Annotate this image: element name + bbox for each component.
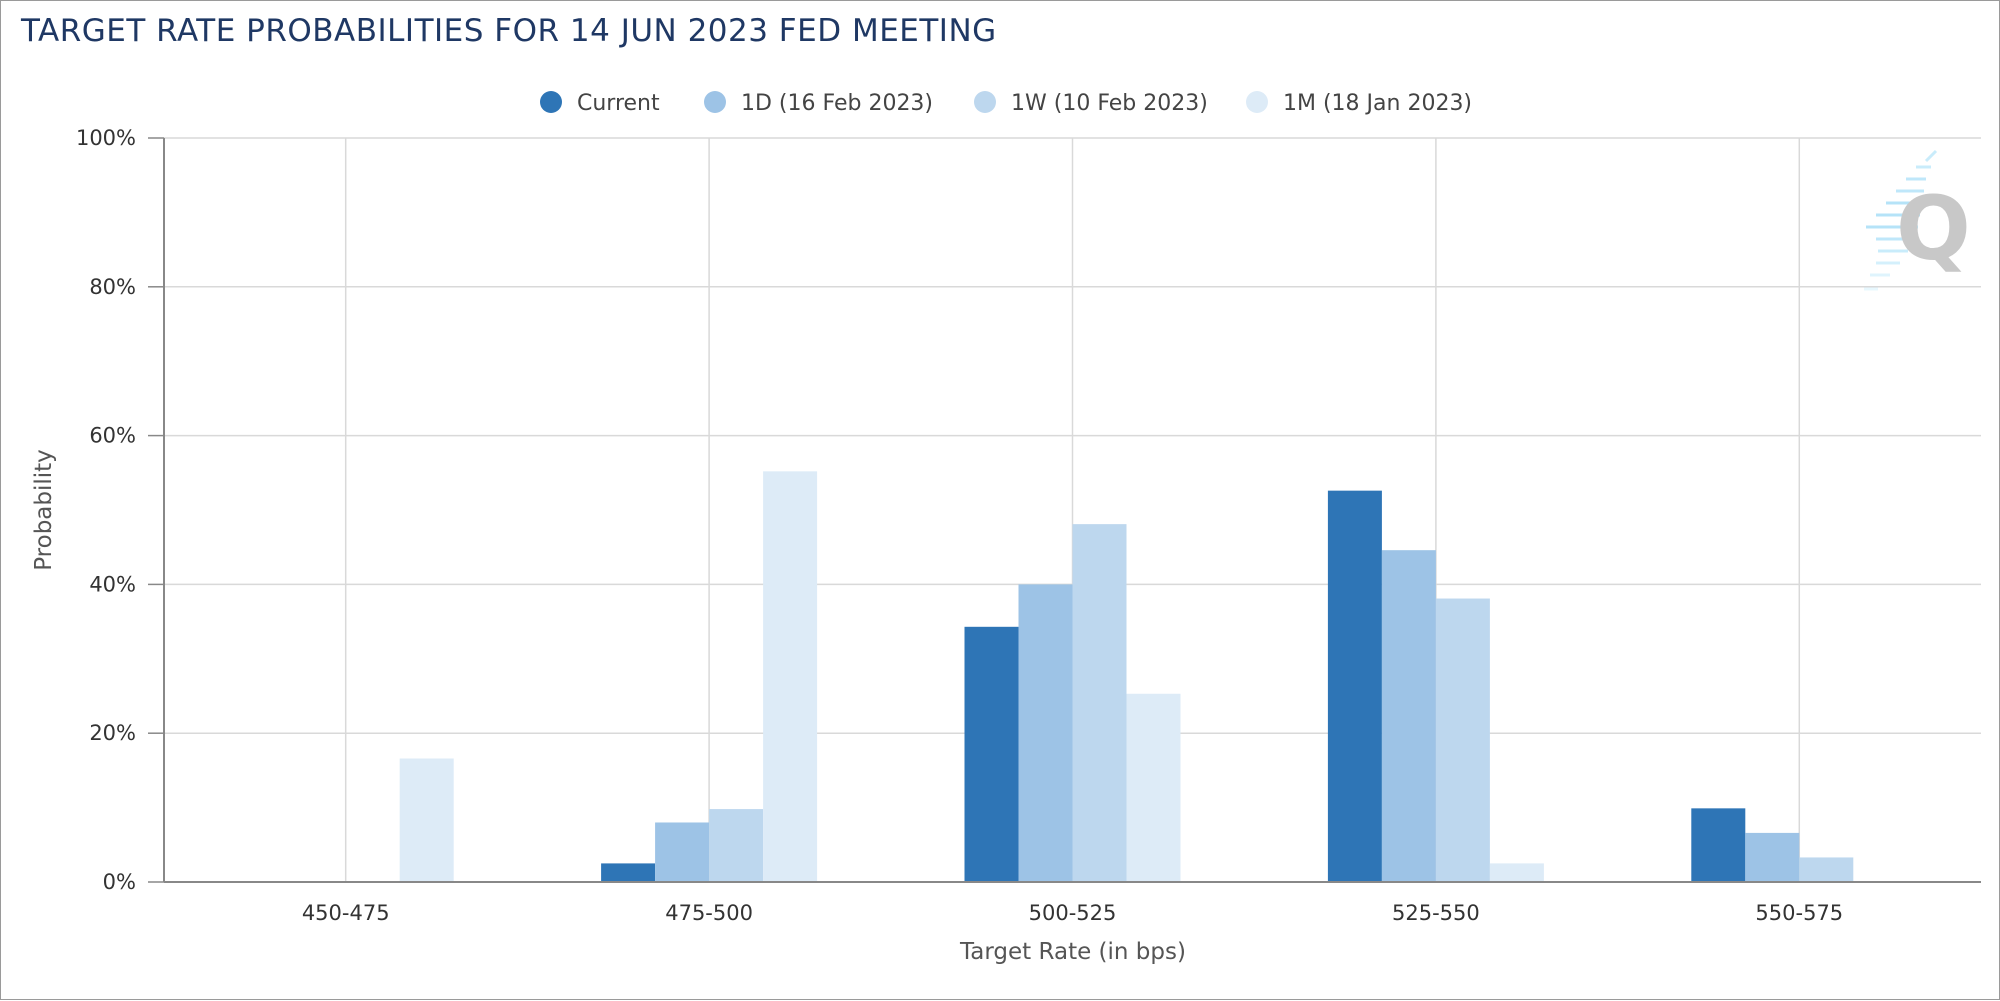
bar-525-550-series-2[interactable] bbox=[1381, 550, 1436, 882]
axes bbox=[163, 138, 1981, 883]
y-tick-label: 40% bbox=[89, 572, 136, 596]
bar-450-475-series-4[interactable] bbox=[399, 758, 454, 882]
bar-475-500-series-1[interactable] bbox=[601, 863, 656, 882]
legend-item[interactable]: 1M (18 Jan 2023) bbox=[1246, 91, 1472, 116]
bar-550-575-series-1[interactable] bbox=[1691, 808, 1746, 882]
bar-525-550-series-4[interactable] bbox=[1489, 863, 1544, 882]
x-tick-label: 450-475 bbox=[302, 901, 390, 925]
legend-marker bbox=[1246, 91, 1268, 113]
bar-500-525-series-4[interactable] bbox=[1126, 693, 1181, 882]
bar-500-525-series-3[interactable] bbox=[1072, 524, 1127, 882]
bar-500-525-series-2[interactable] bbox=[1018, 584, 1073, 882]
bar-550-575-series-3[interactable] bbox=[1799, 857, 1854, 882]
chart-title: TARGET RATE PROBABILITIES FOR 14 JUN 202… bbox=[21, 13, 997, 49]
bar-475-500-series-2[interactable] bbox=[655, 822, 710, 882]
legend-label: Current bbox=[577, 91, 660, 116]
bar-500-525-series-1[interactable] bbox=[964, 626, 1019, 882]
y-tick-label: 100% bbox=[76, 126, 136, 150]
x-tick-label: 500-525 bbox=[1029, 901, 1117, 925]
y-tick-labels: 0% 20% 40% 60% 80% 100% bbox=[76, 126, 136, 894]
bar-525-550-series-3[interactable] bbox=[1435, 598, 1490, 882]
bars-group bbox=[399, 471, 1854, 882]
legend: Current 1D (16 Feb 2023) 1W (10 Feb 2023) 1… bbox=[540, 91, 1472, 116]
legend-item[interactable]: 1D (16 Feb 2023) bbox=[704, 91, 933, 116]
bar-550-575-series-2[interactable] bbox=[1745, 832, 1800, 882]
svg-text:Q: Q bbox=[1896, 177, 1971, 280]
y-axis-label: Probability bbox=[31, 449, 57, 571]
legend-label: 1M (18 Jan 2023) bbox=[1283, 91, 1472, 116]
legend-label: 1D (16 Feb 2023) bbox=[741, 91, 933, 116]
y-tick-label: 0% bbox=[103, 870, 136, 894]
y-tick-label: 80% bbox=[89, 275, 136, 299]
x-tick-label: 475-500 bbox=[665, 901, 753, 925]
y-tick-label: 60% bbox=[89, 424, 136, 448]
legend-marker bbox=[540, 91, 562, 113]
x-tick-label: 550-575 bbox=[1755, 901, 1843, 925]
legend-item[interactable]: Current bbox=[540, 91, 660, 116]
legend-marker bbox=[704, 91, 726, 113]
bar-475-500-series-4[interactable] bbox=[763, 471, 818, 882]
x-axis-label: Target Rate (in bps) bbox=[959, 939, 1186, 965]
x-tick-labels: 450-475 475-500 500-525 525-550 550-575 bbox=[302, 901, 1843, 925]
legend-label: 1W (10 Feb 2023) bbox=[1011, 91, 1208, 116]
x-tick-label: 525-550 bbox=[1392, 901, 1480, 925]
watermark-logo-icon: Q bbox=[1864, 149, 1971, 291]
bar-475-500-series-3[interactable] bbox=[709, 809, 764, 882]
legend-item[interactable]: 1W (10 Feb 2023) bbox=[974, 91, 1208, 116]
legend-marker bbox=[974, 91, 996, 113]
y-tick-label: 20% bbox=[89, 721, 136, 745]
bar-525-550-series-1[interactable] bbox=[1327, 490, 1382, 882]
